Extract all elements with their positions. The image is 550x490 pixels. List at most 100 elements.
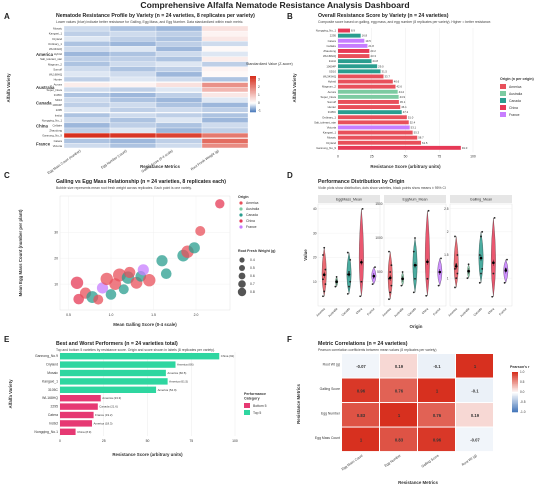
bar-b-value-label: 19.5 — [365, 39, 371, 43]
heatmap-a-row-label: 2295 — [56, 108, 63, 112]
violin-d-ytick: 500 — [377, 270, 383, 274]
violin-d-variety-dot — [388, 298, 390, 301]
panel-c-title: Galling vs Egg Mass Relationship (n = 24… — [56, 179, 226, 185]
heatmap-a-cell — [155, 87, 203, 93]
bar-e-bar — [60, 420, 93, 427]
bar-b-category-label: 3105C — [328, 110, 336, 114]
scatter-c-ytick: 10 — [54, 282, 58, 286]
corr-f-row-label: Egg Number — [321, 411, 341, 415]
bar-b-value-label: 24.8 — [372, 59, 378, 63]
heatmap-a-cell — [201, 132, 249, 139]
bar-b-category-label: Hunter — [328, 105, 336, 109]
corr-f-legend-swatch — [512, 390, 518, 393]
bar-b-category-label: Hybrid — [328, 80, 337, 84]
corr-f-cell — [456, 354, 493, 378]
bar-b-bar — [338, 94, 399, 99]
violin-d-xtick: America — [315, 307, 326, 318]
violin-d-variety-dot — [414, 237, 416, 239]
bar-b-bar — [338, 100, 399, 104]
bar-e-xtick: 50 — [146, 439, 150, 443]
bar-b-category-label: Dryland — [326, 141, 336, 145]
violin-d-xtick: America — [447, 307, 458, 318]
bar-b-bar — [338, 43, 368, 48]
violin-d-mean-point — [388, 276, 392, 280]
violin-d-variety-dot — [478, 254, 481, 256]
panel-a-title: Nematode Resistance Profile by Variety (… — [56, 13, 255, 19]
heatmap-a-cell — [155, 112, 203, 118]
heatmap-a-cell — [109, 25, 157, 32]
heatmap-a-legend-swatch — [250, 86, 256, 89]
corr-f-legend-swatch — [512, 393, 518, 395]
violin-d-violin — [359, 208, 364, 297]
corr-f-legend-swatch — [512, 385, 518, 387]
heatmap-a-cell — [63, 56, 111, 62]
heatmap-a-cell — [201, 127, 249, 134]
heatmap-a-row-label: Zhaodong — [49, 129, 62, 133]
bar-b-category-label: Mosaic — [327, 136, 336, 140]
scatter-c-point — [160, 268, 172, 280]
corr-f-cell — [342, 354, 379, 378]
heatmap-a-legend-swatch — [250, 101, 256, 103]
heatmap-a-cell — [201, 41, 249, 47]
bar-b-bar — [338, 64, 378, 69]
panel-b-subtitle: Composite score based on galling, egg ma… — [318, 20, 492, 24]
bar-b-category-label: Nongqing_No_1 — [316, 29, 337, 33]
scatter-c-xtick: 2.0 — [194, 313, 199, 317]
scatter-c-xtick: 0.5 — [66, 313, 71, 317]
scatter-c-size-legend-label: 0.5 — [250, 266, 255, 270]
heatmap-a-legend-swatch — [250, 83, 256, 85]
heatmap-a-row-label: Cellaire — [53, 124, 63, 128]
corr-f-legend-swatch — [512, 394, 518, 397]
bar-e-category-label: Instict — [49, 421, 58, 425]
scatter-c-size-legend-label: 0.7 — [250, 282, 255, 286]
violin-d-facet-title: Galling_Mean — [470, 198, 492, 202]
heatmap-a-row-label: Salt_tolerant_star — [40, 57, 62, 61]
heatmap-a-cell — [155, 132, 203, 139]
violin-d-facet-title: EggNum_Mean — [403, 198, 428, 202]
violin-d-variety-dot — [322, 278, 324, 281]
violin-d-variety-dot — [322, 295, 324, 298]
corr-f-cell — [456, 427, 493, 452]
corr-f-cell-value: 1 — [398, 413, 401, 418]
heatmap-a-column-label: Egg Number (count) — [100, 149, 127, 170]
bar-b-value-label: 44.9 — [400, 95, 406, 99]
violin-d-variety-dot — [390, 264, 393, 267]
scatter-c-point — [96, 282, 109, 294]
bar-e-value-label: China (8.9) — [77, 430, 91, 434]
bar-b-xtick: 0 — [337, 154, 339, 158]
heatmap-a-cell — [109, 61, 157, 67]
violin-d-variety-dot — [427, 209, 430, 212]
heatmap-a-cell — [109, 81, 157, 88]
violin-d-xtick: France — [366, 307, 376, 317]
violin-d-variety-dot — [389, 291, 392, 294]
heatmap-a-legend-swatch — [250, 106, 256, 108]
bar-e-bar — [60, 361, 176, 368]
violin-d-variety-dot — [360, 280, 363, 283]
corr-f-legend-swatch — [512, 380, 518, 382]
heatmap-a-legend-swatch — [250, 80, 256, 83]
heatmap-a-cell — [201, 61, 249, 67]
bar-b-value-label: 23.3 — [370, 54, 376, 58]
corr-f-column-label: Egg Mass Count — [341, 454, 364, 472]
heatmap-a-cell — [155, 127, 203, 134]
violin-d-variety-dot — [456, 272, 459, 275]
corr-f-cell-value: 1 — [436, 388, 439, 393]
bar-b-bar — [338, 135, 418, 140]
heatmap-a-legend-swatch — [250, 97, 256, 100]
corr-f-legend-swatch — [512, 381, 518, 383]
bar-e-category-label: 3105C — [48, 388, 59, 392]
violin-d-variety-dot — [390, 284, 393, 287]
bar-b-value-label: 44.2 — [399, 90, 405, 94]
corr-f-legend-swatch — [512, 402, 518, 405]
bar-e-category-label: WL168HQ — [42, 396, 58, 400]
bar-b-value-label: 31.5 — [382, 69, 388, 73]
scatter-c-legend-label: America — [246, 201, 259, 205]
scatter-c-point — [118, 284, 129, 295]
panel-e-title: Best and Worst Performers (n = 24 variet… — [56, 341, 178, 347]
heatmap-a-group-label: Canada — [36, 101, 52, 106]
heatmap-a-cell — [201, 112, 249, 118]
bar-b-value-label: 61.5 — [422, 141, 428, 145]
heatmap-a-legend-swatch — [250, 100, 256, 102]
violin-d-variety-dot — [359, 295, 362, 298]
violin-d-variety-dot — [322, 254, 324, 256]
